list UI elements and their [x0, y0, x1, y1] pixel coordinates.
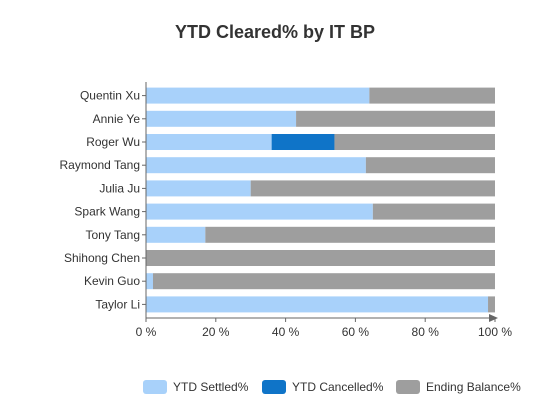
bar-taylor-li-series-0[interactable]: [146, 296, 489, 313]
bar-julia-ju-series-0[interactable]: [146, 180, 251, 197]
legend-swatch: [262, 380, 286, 394]
y-tick-label: Shihong Chen: [64, 251, 140, 265]
x-tick-label: 80 %: [412, 325, 440, 339]
y-tick-label: Julia Ju: [99, 181, 140, 195]
bar-kevin-guo-series-0[interactable]: [146, 273, 153, 290]
bar-julia-ju-series-2[interactable]: [250, 180, 495, 197]
y-tick-label: Annie Ye: [93, 112, 141, 126]
bar-spark-wang-series-2[interactable]: [372, 203, 495, 220]
legend-item-ytd-cancelled-[interactable]: YTD Cancelled%: [262, 378, 383, 396]
legend-label: Ending Balance%: [426, 380, 521, 394]
x-tick-label: 60 %: [342, 325, 370, 339]
bar-tony-tang-series-0[interactable]: [146, 226, 206, 243]
bar-taylor-li-series-2[interactable]: [488, 296, 495, 313]
bar-annie-ye-series-2[interactable]: [296, 110, 495, 127]
y-tick-label: Spark Wang: [74, 205, 140, 219]
legend-swatch: [396, 380, 420, 394]
y-tick-label: Quentin Xu: [80, 89, 140, 103]
x-tick-label: 0 %: [136, 325, 157, 339]
y-tick-label: Raymond Tang: [60, 158, 141, 172]
bar-kevin-guo-series-2[interactable]: [152, 273, 496, 290]
bar-annie-ye-series-0[interactable]: [146, 110, 297, 127]
bar-tony-tang-series-2[interactable]: [205, 226, 495, 243]
bar-quentin-xu-series-0[interactable]: [146, 87, 370, 104]
y-tick-label: Tony Tang: [86, 228, 141, 242]
bar-roger-wu-series-0[interactable]: [146, 134, 272, 150]
y-tick-label: Kevin Guo: [84, 274, 140, 288]
x-axis-arrow: [489, 314, 498, 322]
bar-roger-wu-series-1[interactable]: [271, 134, 335, 150]
y-tick-label: Taylor Li: [95, 297, 140, 311]
chart-title: YTD Cleared% by IT BP: [174, 22, 376, 42]
x-tick-label: 40 %: [272, 325, 300, 339]
bar-raymond-tang-series-2[interactable]: [365, 157, 495, 174]
bar-spark-wang-series-0[interactable]: [146, 203, 373, 220]
bar-raymond-tang-series-0[interactable]: [146, 157, 366, 174]
legend: YTD Settled% YTD Cancelled% Ending Balance…: [0, 378, 550, 396]
x-tick-label: 100 %: [478, 325, 512, 339]
legend-swatch: [143, 380, 167, 394]
bar-roger-wu-series-2[interactable]: [334, 134, 495, 150]
legend-label: YTD Cancelled%: [292, 380, 384, 394]
legend-item-ending-balance-[interactable]: Ending Balance%: [396, 378, 521, 396]
legend-item-ytd-settled-[interactable]: YTD Settled%: [143, 378, 248, 396]
y-tick-label: Roger Wu: [86, 135, 140, 149]
x-tick-label: 20 %: [202, 325, 230, 339]
legend-label: YTD Settled%: [173, 380, 249, 394]
bar-shihong-chen-series-2[interactable]: [146, 250, 495, 266]
bar-quentin-xu-series-2[interactable]: [369, 87, 495, 104]
